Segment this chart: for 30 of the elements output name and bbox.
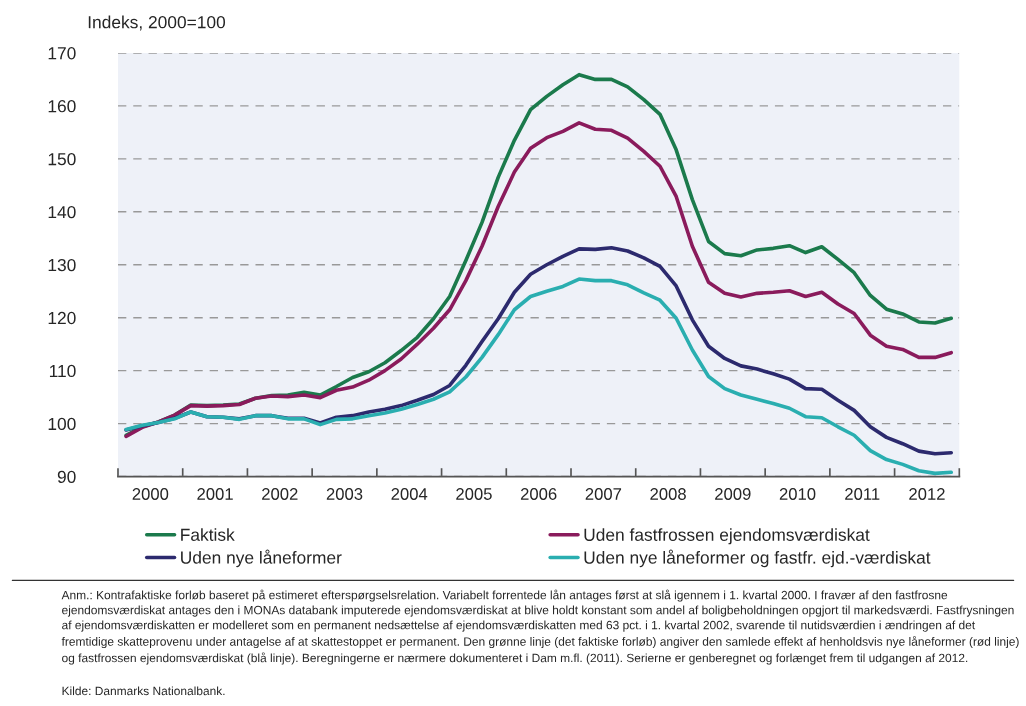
x-tick-label: 2002 (262, 488, 298, 500)
x-tick-label: 2007 (585, 488, 622, 500)
y-tick-label: 170 (48, 47, 76, 60)
x-tick-label: 2012 (909, 488, 945, 500)
legend-label: Uden nye låneformer og fastfr. ejd.-værdiskat (584, 549, 931, 568)
text: Anm.: Kontrafaktiske forløb baseret på estimeret efterspørgselsrelation. Variabelt forrentede lån antages først at slå igennem i 1. kvartal 2000. I fravær af den fastfrosne ejendomsværdiskat antages den i MONAs databank imputerede ejendomsværdiskat at blive holdt konstant som andel af boligbeholdningen opgjort til markedsværdi. Fastfrysningen af ejendomsværdiskatten er modelleret som en permanent nedsættelse af ejendomsværdiskatten med 63 pct. i 1. kvartal 2002, svarende til nutidsværdien i ændringen af det fremtidige skatteprovenu under antagelse af at skattestoppet er permanent. Den grønne linje (det faktiske forløb) angiver den samlede effekt af henholdsvis nye låneformer (rød linje) og fastfrossen ejendomsværdiskat (blå linje). Beregningerne er nærmere dokumenteret i Dam m.fl. (2011). Serierne er genberegnet og forlænget frem til udgangen af 2012. (61, 589, 1019, 665)
x-tick-label: 2006 (520, 488, 557, 500)
y-tick-label: 90 (57, 470, 76, 484)
x-tick-label: 2009 (715, 488, 751, 500)
y-tick-label: 150 (48, 153, 76, 166)
x-tick-label: 2010 (779, 488, 816, 500)
y-tick-label: 110 (49, 364, 76, 378)
y-tick-label: 100 (48, 417, 76, 431)
x-tick-label: 2005 (456, 488, 492, 500)
legend-label: Uden fastfrossen ejendomsværdiskat (584, 528, 870, 545)
y-tick-label: 130 (48, 258, 76, 272)
x-tick-label: 2003 (326, 488, 363, 500)
y-axis-title: Indeks, 2000=100 (88, 15, 226, 31)
legend-label: Uden nye låneformer (181, 549, 342, 568)
x-tick-label: 2000 (132, 488, 169, 500)
y-tick-label: 120 (48, 311, 76, 325)
y-tick-label: 160 (48, 100, 76, 113)
y-tick-label: 140 (48, 205, 76, 219)
x-tick-label: 2008 (650, 488, 686, 500)
legend-label: Faktisk (181, 528, 235, 541)
line-series (124, 277, 954, 476)
x-tick-label: 2004 (391, 488, 428, 500)
x-tick-label: 2011 (845, 488, 880, 500)
text: Kilde: Danmarks Nationalbank. (62, 686, 225, 696)
x-tick-label: 2001 (197, 488, 233, 500)
